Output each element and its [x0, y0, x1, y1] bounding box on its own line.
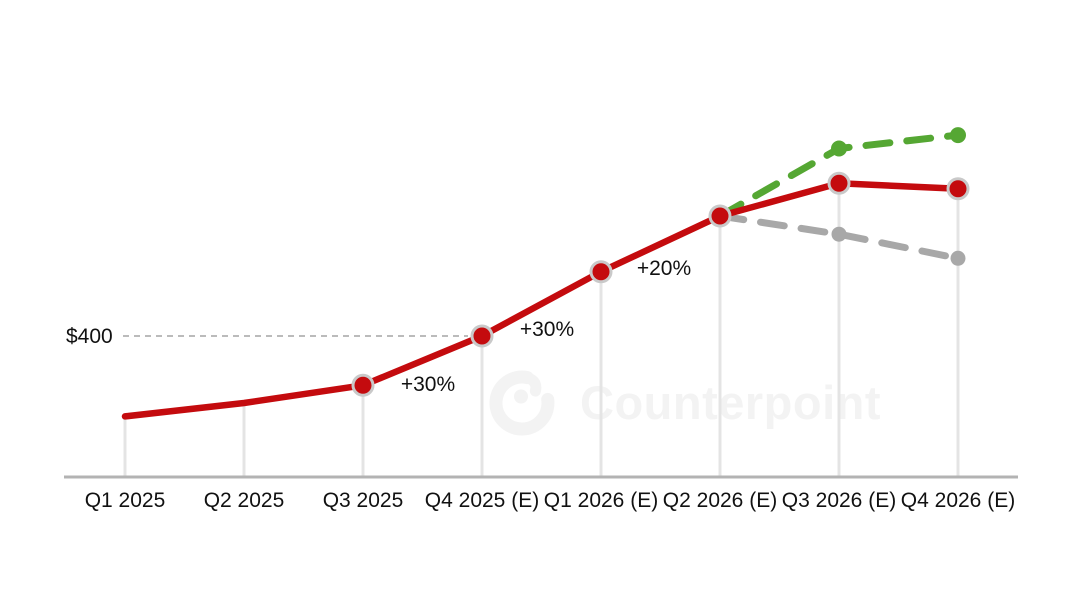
data-point-marker — [827, 171, 851, 195]
annotation-label: +30% — [401, 373, 455, 396]
annotation-label: +20% — [637, 257, 691, 280]
data-point-marker — [950, 127, 966, 144]
x-axis-tick-label: Q1 2026 (E) — [544, 489, 658, 512]
data-point-marker — [589, 260, 613, 284]
x-axis-tick-label: Q2 2026 (E) — [663, 489, 777, 512]
x-axis-tick-label: Q3 2025 — [323, 489, 404, 512]
reference-value-label: $400 — [66, 325, 113, 348]
annotation-label: +30% — [520, 318, 574, 341]
data-point-marker — [831, 140, 847, 157]
data-point-marker — [950, 250, 966, 266]
x-axis-tick-label: Q4 2025 (E) — [425, 489, 539, 512]
x-axis-tick-label: Q3 2026 (E) — [782, 489, 896, 512]
data-point-marker — [470, 324, 494, 348]
data-point-marker — [708, 204, 732, 228]
x-axis-tick-label: Q1 2025 — [85, 489, 166, 512]
data-point-marker — [831, 226, 847, 242]
data-point-marker — [946, 177, 970, 201]
x-axis-tick-label: Q4 2026 (E) — [901, 489, 1015, 512]
data-point-marker — [351, 373, 375, 397]
series-price-base-line — [121, 180, 962, 420]
x-axis-tick-label: Q2 2025 — [204, 489, 285, 512]
